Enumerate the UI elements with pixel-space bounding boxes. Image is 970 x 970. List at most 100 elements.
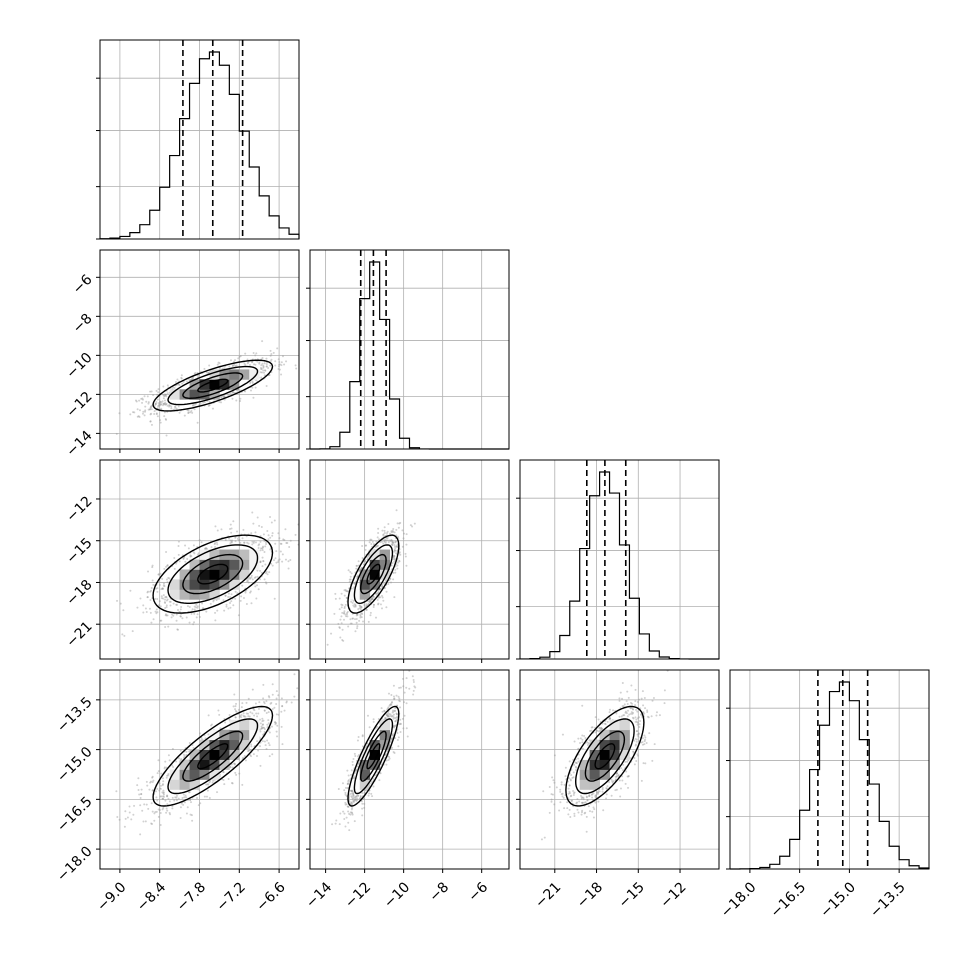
sample-point [157, 815, 160, 818]
sample-point [352, 795, 355, 798]
sample-point [149, 781, 152, 784]
sample-point [156, 590, 159, 593]
sample-point [157, 770, 160, 773]
sample-point [262, 365, 265, 368]
density-cell [219, 739, 230, 750]
sample-point [597, 791, 600, 794]
sample-point [141, 412, 144, 415]
sample-point [396, 545, 399, 548]
sample-point [243, 541, 246, 544]
sample-point [394, 571, 397, 574]
sample-point [575, 761, 578, 764]
sample-point [147, 402, 150, 405]
sample-point [219, 396, 222, 399]
sample-point [389, 703, 392, 706]
sample-point [585, 796, 588, 799]
sample-point [196, 553, 199, 556]
sample-point [225, 603, 228, 606]
sample-point [155, 608, 158, 611]
density-cell [239, 719, 250, 731]
x-tick-label: −7.8 [174, 879, 209, 914]
sample-point [166, 614, 169, 617]
sample-point [655, 711, 658, 714]
sample-point [359, 614, 362, 617]
sample-point [184, 544, 187, 547]
sample-point [263, 578, 266, 581]
sample-point [203, 401, 206, 404]
sample-point [375, 544, 378, 547]
sample-point [224, 721, 227, 724]
sample-point [168, 600, 171, 603]
sample-point [192, 403, 195, 406]
sample-point [372, 603, 375, 606]
sample-point [265, 712, 268, 715]
sample-point [356, 799, 359, 802]
sample-point [390, 564, 393, 567]
density-cell [189, 569, 200, 580]
sample-point [160, 772, 163, 775]
sample-point [159, 605, 162, 608]
sample-point [626, 715, 629, 718]
sample-point [638, 726, 641, 729]
sample-point [386, 750, 389, 753]
sample-point [386, 714, 389, 717]
sample-point [392, 717, 395, 720]
density-cell [599, 739, 610, 750]
sample-point [627, 775, 630, 778]
density-cell [189, 389, 200, 400]
sample-point [357, 762, 360, 765]
sample-point [269, 360, 272, 363]
sample-point [163, 585, 166, 588]
sample-point [548, 811, 551, 814]
sample-point [260, 547, 263, 550]
sample-point [355, 564, 358, 567]
sample-point [208, 797, 211, 800]
sample-point [352, 604, 355, 607]
contour-level-4 [347, 705, 400, 807]
sample-point [247, 697, 250, 700]
sample-point [260, 364, 263, 367]
sample-point [356, 564, 359, 567]
sample-point [270, 562, 273, 565]
sample-point [159, 795, 162, 798]
sample-point [580, 813, 583, 816]
sample-point [404, 552, 407, 555]
sample-point [405, 533, 408, 536]
sample-point [551, 793, 554, 796]
sample-point [370, 598, 373, 601]
sample-point [163, 394, 166, 397]
sample-point [615, 775, 618, 778]
sample-point [393, 555, 396, 558]
histogram-steps [99, 51, 300, 240]
sample-point [655, 714, 658, 717]
sample-point [387, 541, 390, 544]
sample-point [389, 532, 392, 535]
sample-point [252, 753, 255, 756]
sample-point [408, 687, 411, 690]
sample-point [356, 613, 359, 616]
sample-point [191, 404, 194, 407]
sample-point [162, 393, 165, 396]
sample-point [383, 587, 386, 590]
sample-point [139, 597, 142, 600]
sample-point [631, 708, 634, 711]
sample-point [357, 735, 360, 738]
sample-point [359, 616, 362, 619]
sample-point [586, 799, 589, 802]
sample-point [149, 420, 152, 423]
sample-point [252, 708, 255, 711]
sample-point [285, 700, 288, 703]
sample-point [218, 713, 221, 716]
sample-point [180, 376, 183, 379]
density-cell [589, 769, 600, 780]
sample-point [158, 403, 161, 406]
sample-point [349, 811, 352, 814]
sample-point [598, 790, 601, 793]
density-cell [209, 749, 220, 760]
sample-point [264, 572, 267, 575]
sample-point [367, 600, 370, 603]
sample-point [414, 686, 417, 689]
sample-point [159, 572, 162, 575]
sample-point [344, 791, 347, 794]
sample-point [635, 718, 638, 721]
